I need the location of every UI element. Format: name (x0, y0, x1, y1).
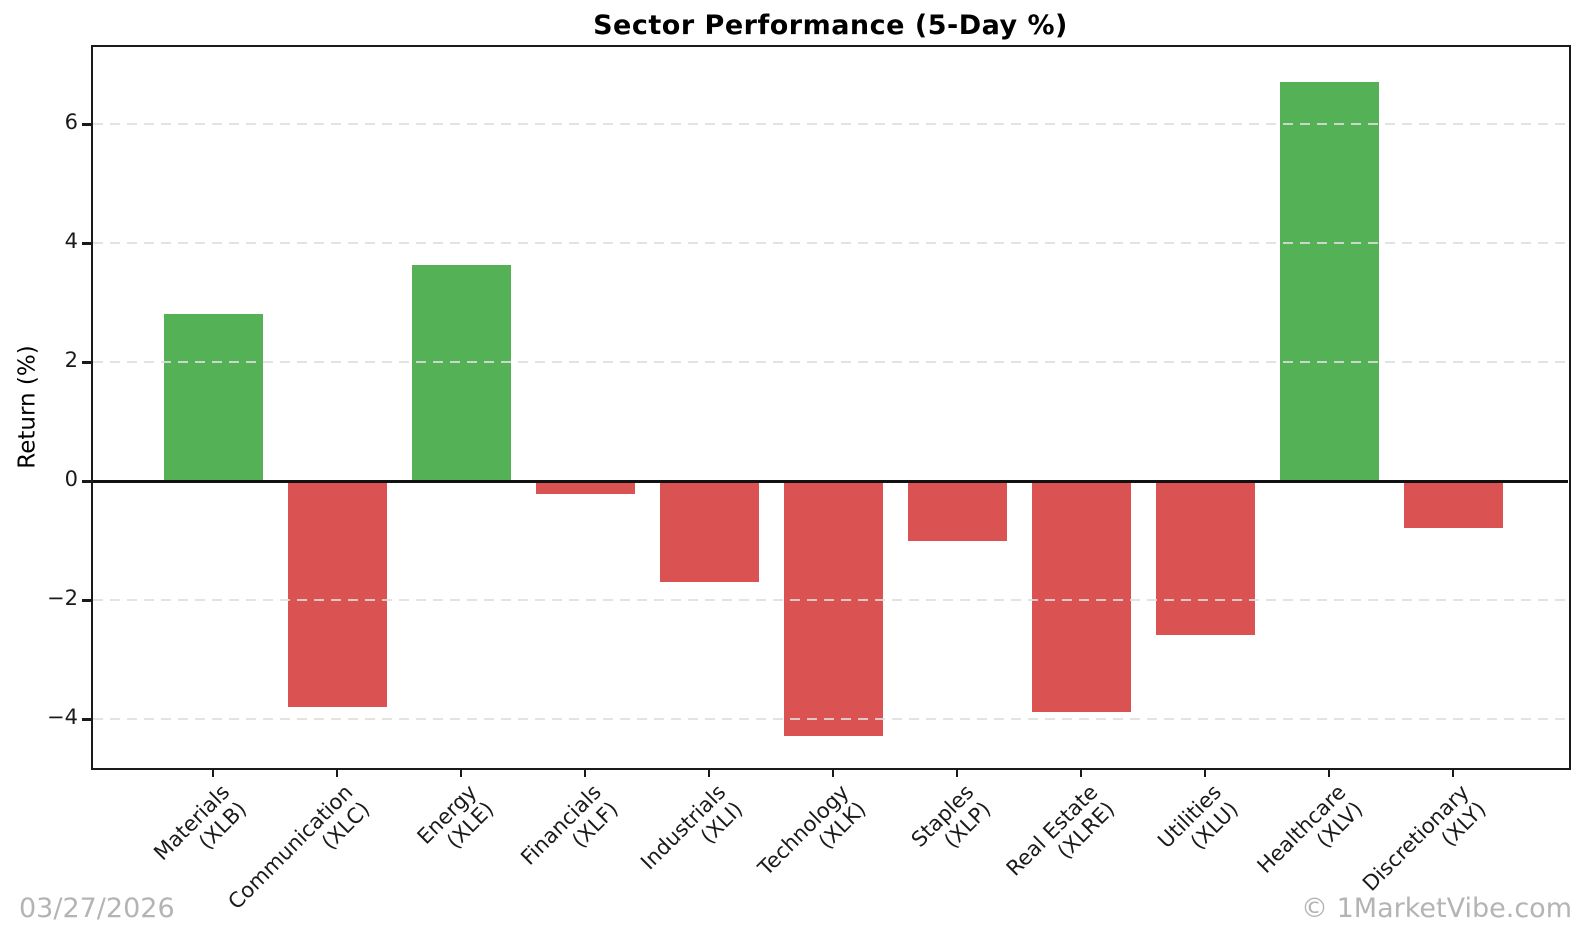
gridline-y-4 (93, 718, 1568, 721)
y-tick-mark (82, 242, 91, 245)
y-tick-label: 6 (64, 110, 78, 135)
gridline-y2 (93, 361, 1568, 364)
bar-discretionary (1403, 481, 1503, 528)
bar-healthcare (1279, 81, 1379, 482)
x-tick-mark (1327, 768, 1331, 777)
y-tick-label: 4 (64, 229, 78, 254)
y-tick-label: −2 (47, 586, 78, 611)
x-tick-label: Industrials (XLI) (636, 780, 748, 892)
x-tick-mark (335, 768, 339, 777)
bar-industrials (659, 481, 759, 582)
y-tick-mark (82, 599, 91, 602)
gridline-y-2 (93, 599, 1568, 602)
plot-area (90, 44, 1571, 770)
y-tick-mark (82, 718, 91, 721)
x-tick-label: Energy (XLE) (413, 780, 499, 866)
bar-technology (783, 481, 883, 737)
date-stamp: 03/27/2026 (19, 893, 175, 924)
y-tick-mark (82, 123, 91, 126)
x-tick-mark (955, 768, 959, 777)
x-tick-mark (1451, 768, 1455, 777)
x-tick-mark (1079, 768, 1083, 777)
x-tick-mark (1203, 768, 1207, 777)
x-tick-mark (211, 768, 215, 777)
x-tick-label: Communication (XLC) (224, 780, 375, 931)
bar-energy (411, 265, 511, 482)
x-tick-label: Financials (XLF) (516, 780, 623, 887)
bar-utilities (1155, 481, 1255, 636)
y-tick-mark (82, 480, 91, 483)
y-tick-label: −4 (47, 705, 78, 730)
x-tick-label: Materials (XLB) (149, 780, 251, 882)
y-tick-label: 0 (64, 467, 78, 492)
x-tick-mark (583, 768, 587, 777)
gridline-y6 (93, 123, 1568, 126)
x-tick-label: Healthcare (XLV) (1252, 780, 1367, 895)
x-tick-mark (707, 768, 711, 777)
watermark: © 1MarketVibe.com (1301, 893, 1572, 924)
bar-financials (535, 481, 635, 494)
x-tick-label: Technology (XLK) (754, 780, 871, 897)
y-tick-label: 2 (64, 348, 78, 373)
zero-baseline (93, 479, 1568, 483)
x-tick-label: Real Estate (XLRE) (1001, 780, 1119, 898)
y-tick-mark (82, 361, 91, 364)
bar-staples (907, 481, 1007, 541)
chart-title: Sector Performance (5-Day %) (593, 10, 1068, 41)
gridline-y4 (93, 242, 1568, 245)
bar-communication (287, 481, 387, 708)
x-tick-mark (831, 768, 835, 777)
x-tick-mark (459, 768, 463, 777)
bar-materials (163, 313, 263, 482)
x-tick-label: Staples (XLP) (906, 780, 995, 869)
x-tick-label: Utilities (XLU) (1153, 780, 1243, 870)
y-axis-label-container: Return (%) (0, 47, 56, 767)
bar-real-estate (1031, 481, 1131, 713)
